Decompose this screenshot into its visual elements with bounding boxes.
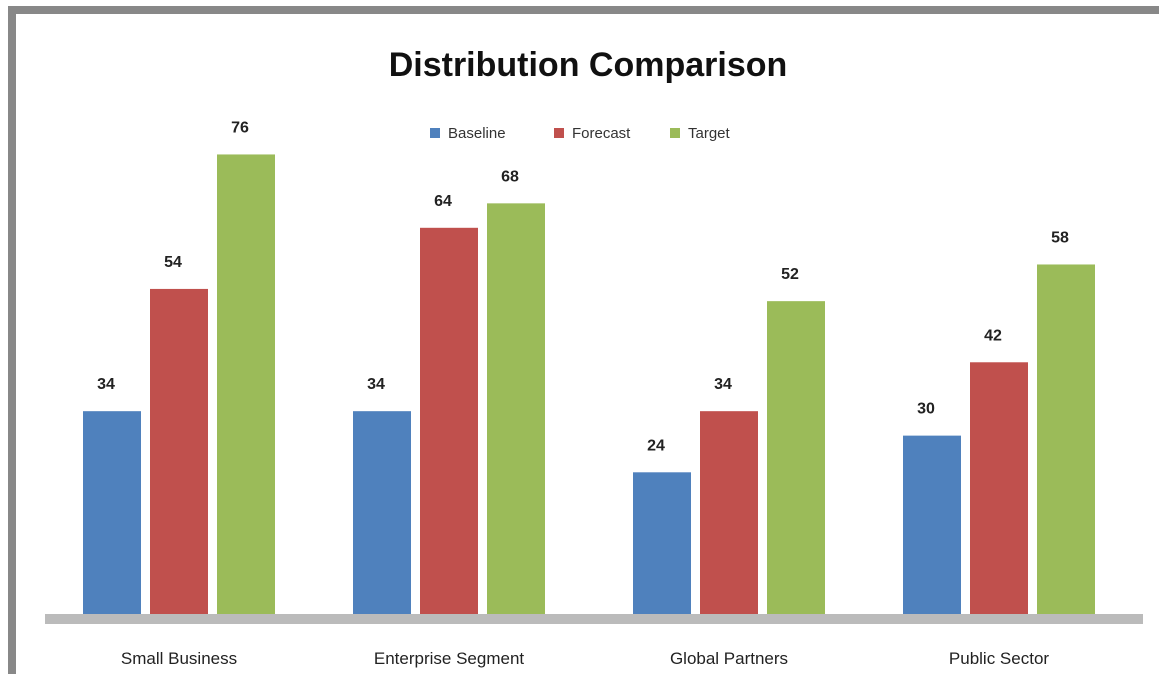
bar-small-business-baseline xyxy=(83,411,141,619)
chart-title: Distribution Comparison xyxy=(389,46,788,84)
value-label-global-partners-baseline: 24 xyxy=(647,437,665,454)
legend-swatch-baseline xyxy=(430,128,440,138)
category-label-enterprise-segment: Enterprise Segment xyxy=(374,649,525,668)
bar-enterprise-segment-target xyxy=(487,203,545,619)
category-label-global-partners: Global Partners xyxy=(670,649,788,668)
value-label-small-business-target: 76 xyxy=(231,119,249,136)
value-label-public-sector-forecast: 42 xyxy=(984,327,1002,344)
bar-public-sector-baseline xyxy=(903,435,961,619)
value-label-enterprise-segment-baseline: 34 xyxy=(367,376,385,393)
bar-global-partners-forecast xyxy=(700,411,758,619)
bar-small-business-target xyxy=(217,154,275,619)
category-label-public-sector: Public Sector xyxy=(949,649,1049,668)
value-label-enterprise-segment-forecast: 64 xyxy=(434,193,452,210)
legend-label-forecast: Forecast xyxy=(572,125,631,142)
legend-label-target: Target xyxy=(688,125,731,142)
value-label-public-sector-target: 58 xyxy=(1051,229,1069,246)
x-axis-baseline xyxy=(45,614,1143,624)
bar-enterprise-segment-baseline xyxy=(353,411,411,619)
category-label-group: Small Business Enterprise Segment Global P… xyxy=(121,649,1050,668)
legend-swatch-forecast xyxy=(554,128,564,138)
value-label-global-partners-target: 52 xyxy=(781,266,799,283)
category-label-small-business: Small Business xyxy=(121,649,237,668)
frame-top-border xyxy=(8,6,1159,14)
legend-label-baseline: Baseline xyxy=(448,125,506,142)
value-label-public-sector-baseline: 30 xyxy=(917,401,935,418)
frame-left-border xyxy=(8,6,16,674)
bar-global-partners-target xyxy=(767,301,825,619)
value-label-group: 34 54 76 34 64 68 24 34 52 30 42 58 xyxy=(97,119,1069,454)
bar-public-sector-target xyxy=(1037,264,1095,619)
value-label-global-partners-forecast: 34 xyxy=(714,376,732,393)
value-label-small-business-baseline: 34 xyxy=(97,376,115,393)
bar-enterprise-segment-forecast xyxy=(420,227,478,620)
bar-global-partners-baseline xyxy=(633,472,691,619)
bar-public-sector-forecast xyxy=(970,362,1028,619)
value-label-small-business-forecast: 54 xyxy=(164,254,182,271)
bar-group xyxy=(83,154,1095,620)
legend-swatch-target xyxy=(670,128,680,138)
chart-legend: Baseline Forecast Target xyxy=(430,125,731,142)
bar-small-business-forecast xyxy=(150,288,208,619)
value-label-enterprise-segment-target: 68 xyxy=(501,168,519,185)
